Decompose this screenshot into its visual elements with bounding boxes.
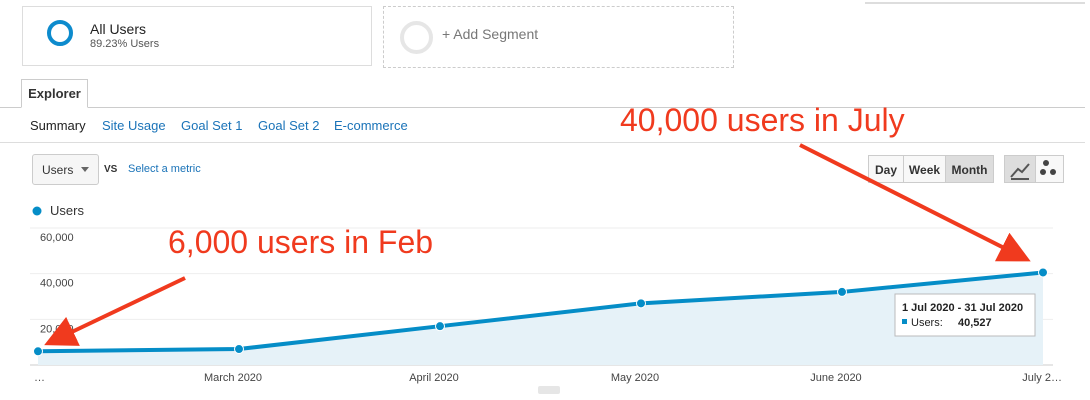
- y-tick-label: 60,000: [40, 232, 74, 244]
- x-tick-label: April 2020: [409, 372, 459, 384]
- x-tick-label: …: [34, 372, 45, 384]
- add-segment[interactable]: + Add Segment: [442, 26, 539, 42]
- x-tick-label: May 2020: [611, 372, 659, 384]
- line: [37, 270, 1044, 354]
- annotation-arrow: [799, 143, 1031, 262]
- point: [837, 286, 847, 297]
- annotation: 40,000 users in July: [620, 102, 905, 138]
- point: [1038, 267, 1048, 278]
- divider: [0, 142, 1085, 143]
- metric-selected: Users: [42, 163, 74, 177]
- subtab[interactable]: Goal Set 2: [258, 118, 320, 133]
- annotation-arrow: [44, 276, 186, 346]
- annotation: 6,000 users in Feb: [168, 224, 433, 260]
- bubble-icon: [1043, 160, 1049, 166]
- segment-subtitle: 89.23% Users: [90, 38, 160, 50]
- period-button[interactable]: Month: [945, 155, 994, 183]
- motion-view-button[interactable]: [1035, 155, 1064, 183]
- tooltip: [894, 293, 1036, 337]
- tooltip-marker: [902, 319, 907, 324]
- select-metric[interactable]: Select a metric: [128, 163, 201, 175]
- subtab[interactable]: Site Usage: [102, 118, 166, 133]
- y-tick-label: 40,000: [40, 278, 74, 290]
- line-icon: [1010, 163, 1030, 180]
- dropdown-caret: [81, 167, 89, 172]
- bubble-icon: [1040, 169, 1046, 175]
- x-tick-label: July 2…: [1022, 372, 1062, 384]
- tooltip-value: 40,527: [958, 317, 992, 329]
- segment-title: All Users: [90, 21, 147, 37]
- tab[interactable]: Explorer: [21, 79, 88, 108]
- tooltip-label: Users:: [911, 317, 943, 329]
- period-button[interactable]: Day: [868, 155, 904, 183]
- tooltip-title: 1 Jul 2020 - 31 Jul 2020: [902, 302, 1023, 314]
- add-segment-icon: [400, 21, 433, 54]
- subtab[interactable]: Goal Set 1: [181, 118, 243, 133]
- x-tick-label: June 2020: [810, 372, 861, 384]
- point: [234, 344, 244, 355]
- segment-card[interactable]: [22, 6, 372, 66]
- bubble-icon: [1050, 169, 1056, 175]
- point: [435, 321, 445, 332]
- point: [636, 298, 646, 309]
- point: [33, 346, 43, 357]
- vs-label: VS: [104, 164, 118, 175]
- legend-marker: [32, 206, 42, 216]
- x-tick-label: March 2020: [204, 372, 262, 384]
- add-segment-card[interactable]: [383, 6, 734, 68]
- segment-icon: [47, 20, 73, 46]
- scroll-handle[interactable]: [538, 386, 560, 394]
- subtab[interactable]: E-commerce: [334, 118, 408, 133]
- divider: [865, 2, 1085, 4]
- legend-label: Users: [50, 203, 84, 218]
- tab-line: [0, 107, 1085, 108]
- subtab[interactable]: Summary: [30, 118, 86, 133]
- period-button[interactable]: Week: [903, 155, 946, 183]
